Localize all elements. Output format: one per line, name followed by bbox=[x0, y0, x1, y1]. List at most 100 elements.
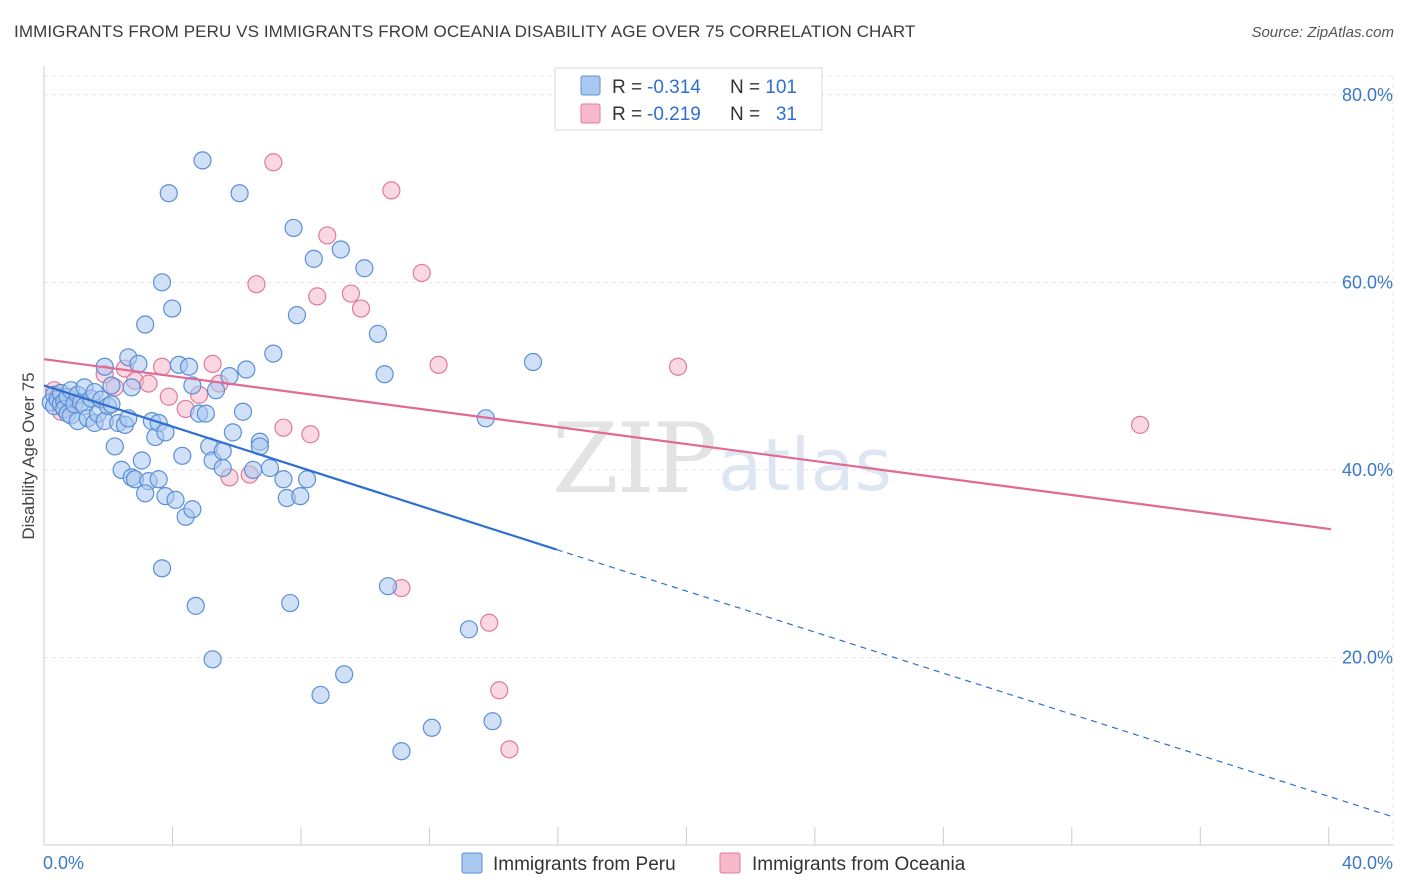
x-tick-label-min: 0.0% bbox=[43, 853, 84, 873]
legend-swatch-peru bbox=[580, 75, 601, 96]
peru-point-90 bbox=[378, 577, 398, 596]
peru-point-96 bbox=[523, 352, 543, 372]
peru-point-63 bbox=[206, 381, 226, 400]
peru-point-98 bbox=[136, 484, 155, 503]
peru-point-57 bbox=[186, 596, 205, 615]
peru-point-71 bbox=[243, 460, 263, 479]
series-legend: Immigrants from Peru Immigrants from Oce… bbox=[461, 852, 966, 875]
peru-point-83 bbox=[304, 249, 323, 268]
y-tick-labels: 20.0% 40.0% 60.0% 80.0% bbox=[1342, 85, 1393, 668]
peru-point-87 bbox=[355, 259, 374, 278]
peru-point-50 bbox=[166, 490, 185, 509]
peru-point-88 bbox=[368, 324, 387, 343]
peru-point-38 bbox=[132, 451, 151, 470]
peru-trend-extension bbox=[556, 549, 1394, 818]
oceania-point-18 bbox=[264, 153, 283, 172]
peru-point-59 bbox=[193, 151, 212, 170]
y-axis-label: Disability Age Over 75 bbox=[19, 372, 38, 539]
legend-n-label-oceania: N = bbox=[730, 104, 760, 125]
watermark-atlas: atlas bbox=[718, 423, 892, 507]
peru-point-34 bbox=[122, 378, 141, 397]
peru-point-92 bbox=[422, 718, 441, 737]
peru-point-65 bbox=[213, 458, 232, 478]
peru-point-80 bbox=[287, 306, 307, 325]
series-swatch-peru bbox=[461, 852, 483, 874]
oceania-point-27 bbox=[412, 263, 431, 283]
oceania-point-20 bbox=[301, 425, 320, 444]
peru-point-99 bbox=[152, 559, 172, 578]
peru-point-97 bbox=[102, 376, 121, 395]
peru-point-69 bbox=[233, 402, 253, 421]
oceania-trend-line bbox=[43, 358, 1332, 531]
peru-point-93 bbox=[459, 620, 479, 639]
legend-swatch-oceania bbox=[580, 103, 601, 124]
oceania-point-29 bbox=[480, 613, 499, 632]
oceania-point-31 bbox=[500, 740, 519, 759]
peru-points bbox=[41, 151, 543, 761]
peru-point-28 bbox=[105, 437, 124, 456]
oceania-point-8 bbox=[139, 374, 158, 393]
oceania-point-13 bbox=[203, 354, 222, 374]
y-tick-label-1: 40.0% bbox=[1342, 460, 1393, 480]
peru-point-84 bbox=[311, 685, 330, 705]
oceania-point-24 bbox=[351, 299, 371, 318]
y-tick-label-3: 80.0% bbox=[1342, 85, 1393, 105]
peru-point-68 bbox=[230, 184, 249, 203]
peru-point-70 bbox=[237, 360, 256, 379]
peru-point-79 bbox=[284, 218, 303, 238]
legend-n-value-oceania: 31 bbox=[776, 104, 797, 125]
peru-point-48 bbox=[159, 184, 178, 203]
axes bbox=[43, 66, 1393, 846]
peru-point-89 bbox=[375, 365, 394, 384]
legend-r-label-oceania: R = bbox=[612, 104, 642, 125]
peru-point-45 bbox=[152, 273, 172, 292]
peru-point-78 bbox=[281, 593, 300, 613]
oceania-point-9 bbox=[152, 357, 172, 376]
correlation-legend: R = -0.314 N = 101 R = -0.219 N = 31 bbox=[554, 67, 823, 131]
peru-point-85 bbox=[331, 240, 350, 259]
oceania-point-25 bbox=[382, 181, 401, 200]
peru-point-82 bbox=[297, 470, 317, 489]
peru-trend-line bbox=[43, 384, 557, 551]
peru-point-56 bbox=[183, 500, 202, 519]
oceania-point-21 bbox=[308, 287, 327, 306]
x-tick-label-max: 40.0% bbox=[1342, 853, 1393, 873]
legend-r-value-oceania: -0.219 bbox=[647, 104, 701, 125]
peru-point-54 bbox=[179, 357, 199, 376]
peru-point-86 bbox=[335, 665, 354, 684]
series-swatch-oceania bbox=[719, 852, 741, 874]
peru-point-39 bbox=[136, 315, 155, 334]
oceania-point-32 bbox=[668, 357, 688, 376]
y-tick-label-0: 20.0% bbox=[1342, 647, 1393, 667]
oceania-point-22 bbox=[318, 226, 337, 245]
peru-point-75 bbox=[264, 344, 283, 363]
legend-r-value-peru: -0.314 bbox=[647, 77, 701, 98]
peru-point-91 bbox=[392, 742, 411, 761]
watermark: ZIP atlas bbox=[552, 403, 892, 515]
oceania-point-10 bbox=[159, 387, 178, 406]
chart-title: IMMIGRANTS FROM PERU VS IMMIGRANTS FROM … bbox=[14, 22, 916, 41]
source-credit: Source: ZipAtlas.com bbox=[1251, 24, 1394, 41]
trend-lines bbox=[43, 358, 1394, 818]
peru-point-76 bbox=[274, 470, 293, 489]
oceania-point-17 bbox=[247, 275, 266, 294]
peru-point-44 bbox=[149, 470, 168, 489]
oceania-point-19 bbox=[274, 418, 293, 437]
legend-n-value-peru: 101 bbox=[765, 77, 797, 98]
peru-point-52 bbox=[173, 446, 192, 465]
peru-point-49 bbox=[163, 299, 182, 318]
peru-point-67 bbox=[223, 423, 242, 442]
y-tick-label-2: 60.0% bbox=[1342, 272, 1393, 292]
series-label-peru: Immigrants from Peru bbox=[493, 854, 676, 875]
peru-point-100 bbox=[203, 650, 222, 669]
peru-point-60 bbox=[196, 404, 215, 423]
series-label-oceania: Immigrants from Oceania bbox=[752, 854, 966, 875]
oceania-point-23 bbox=[341, 284, 360, 303]
legend-n-label-peru: N = bbox=[730, 77, 760, 98]
peru-point-95 bbox=[483, 712, 502, 731]
peru-point-74 bbox=[260, 458, 280, 478]
oceania-point-28 bbox=[429, 355, 448, 374]
watermark-zip: ZIP bbox=[552, 403, 715, 515]
oceania-point-30 bbox=[490, 681, 509, 700]
